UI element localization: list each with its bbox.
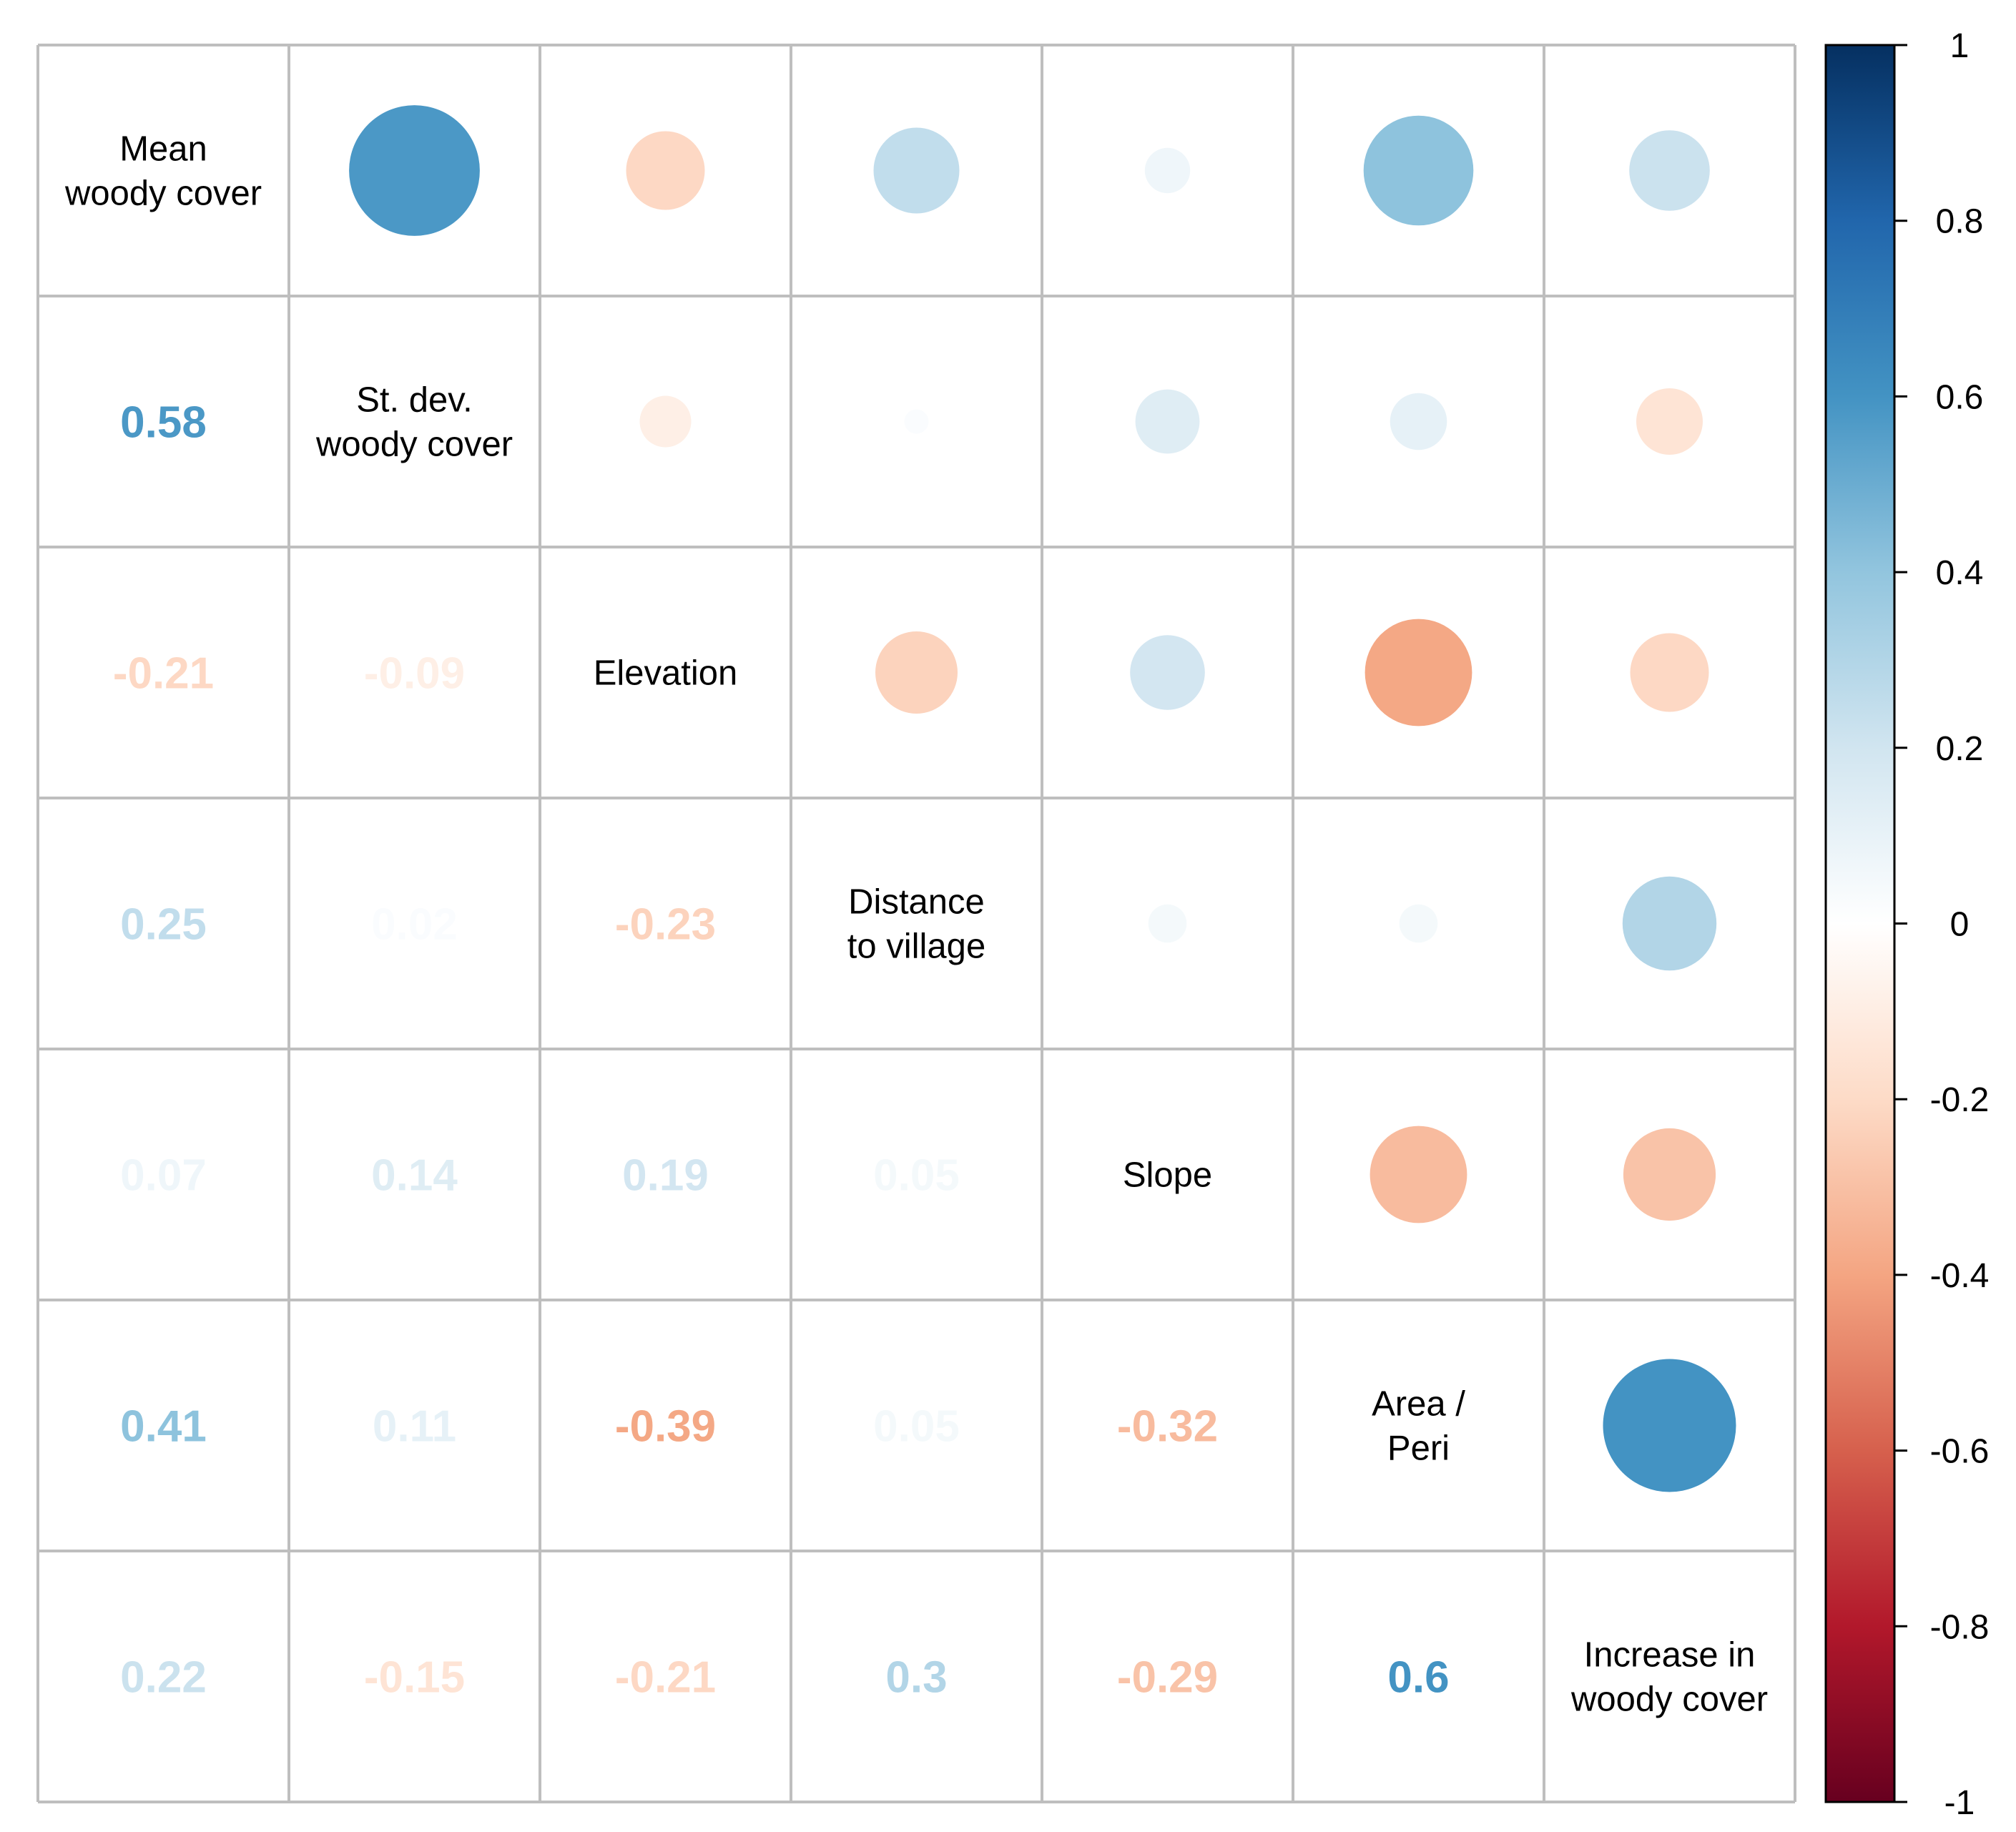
correlation-value: 0.05 (873, 1402, 960, 1452)
colorbar-tick-label: 0.4 (1936, 554, 1984, 592)
colorbar-tick-label: 0.2 (1936, 730, 1984, 768)
correlation-value: -0.21 (615, 1653, 716, 1703)
correlation-value: 0.25 (120, 900, 207, 950)
matrix-cells: Mean woody cover 0.58 St. dev. woody cover -0… (64, 105, 1768, 1719)
colorbar-tick-label: -1 (1944, 1784, 1975, 1822)
correlation-circle (626, 131, 705, 210)
correlation-circle (1130, 635, 1205, 710)
correlation-value: -0.39 (615, 1402, 716, 1452)
correlation-circle (1622, 876, 1717, 971)
correlation-value: -0.15 (364, 1653, 465, 1703)
correlation-value: -0.32 (1117, 1402, 1218, 1452)
diagonal-label: Distance (848, 883, 985, 922)
correlation-circle (1144, 147, 1191, 194)
correlation-circle (904, 409, 929, 434)
correlation-value: 0.22 (120, 1653, 207, 1703)
correlation-circle (1135, 389, 1200, 454)
correlation-circle (1603, 1359, 1736, 1492)
colorbar-tick-label: -0.2 (1930, 1081, 1990, 1119)
colorbar-gradient (1824, 44, 1896, 1803)
correlation-value: -0.09 (364, 649, 465, 699)
colorbar: 1 0.8 0.6 0.4 0.2 0 -0.2 -0.4 -0.6 -0.8 -1 (1824, 27, 1990, 1822)
correlation-circle (1390, 393, 1447, 450)
correlation-value: -0.29 (1117, 1653, 1218, 1703)
correlation-circle (1363, 115, 1474, 226)
correlation-value: -0.21 (113, 649, 214, 699)
diagonal-label: Slope (1123, 1156, 1212, 1195)
correlation-value: 0.05 (873, 1151, 960, 1201)
colorbar-tick-label: -0.8 (1930, 1608, 1990, 1646)
matrix-grid (36, 44, 1796, 1803)
colorbar-tick-label: -0.4 (1930, 1257, 1990, 1295)
diagonal-label: woody cover (315, 425, 513, 464)
colorbar-tick-label: 0 (1950, 906, 1970, 944)
correlation-value: 0.58 (120, 398, 207, 448)
correlation-value: 0.41 (120, 1402, 207, 1452)
colorbar-tick-label: 0.6 (1936, 378, 1984, 416)
diagonal-label: Area / (1372, 1385, 1465, 1424)
diagonal-label: to village (847, 927, 985, 966)
correlation-circle (1636, 388, 1703, 455)
correlation-value: 0.14 (371, 1151, 458, 1201)
correlation-circle (875, 631, 958, 714)
correlation-circle (1623, 1128, 1716, 1221)
diagonal-label: Peri (1387, 1429, 1450, 1468)
diagonal-label: Mean (119, 130, 207, 169)
correlation-circle (873, 127, 960, 214)
colorbar-tick-label: 1 (1950, 27, 1970, 65)
correlation-value: 0.02 (371, 900, 458, 950)
colorbar-tick-label: -0.6 (1930, 1433, 1990, 1471)
correlation-value: 0.11 (373, 1402, 456, 1452)
correlation-circle (349, 105, 480, 236)
correlation-value: 0.3 (885, 1653, 947, 1703)
diagonal-label: woody cover (64, 174, 262, 213)
diagonal-label: woody cover (1570, 1680, 1768, 1719)
diagonal-label: St. dev. (356, 381, 473, 420)
correlation-circle (1370, 1126, 1467, 1223)
correlation-circle (1399, 904, 1438, 943)
diagonal-label: Elevation (594, 654, 738, 693)
correlation-value: -0.23 (615, 900, 716, 950)
correlation-value: 0.19 (622, 1151, 709, 1201)
colorbar-tick-label: 0.8 (1936, 203, 1984, 241)
correlation-circle (1629, 130, 1710, 211)
correlation-circle (639, 395, 692, 448)
correlation-value: 0.07 (120, 1151, 207, 1201)
correlation-value: 0.6 (1387, 1653, 1449, 1703)
correlation-circle (1365, 619, 1472, 727)
correlation-circle (1630, 633, 1709, 712)
diagonal-label: Increase in (1584, 1636, 1756, 1675)
correlation-circle (1148, 904, 1187, 943)
